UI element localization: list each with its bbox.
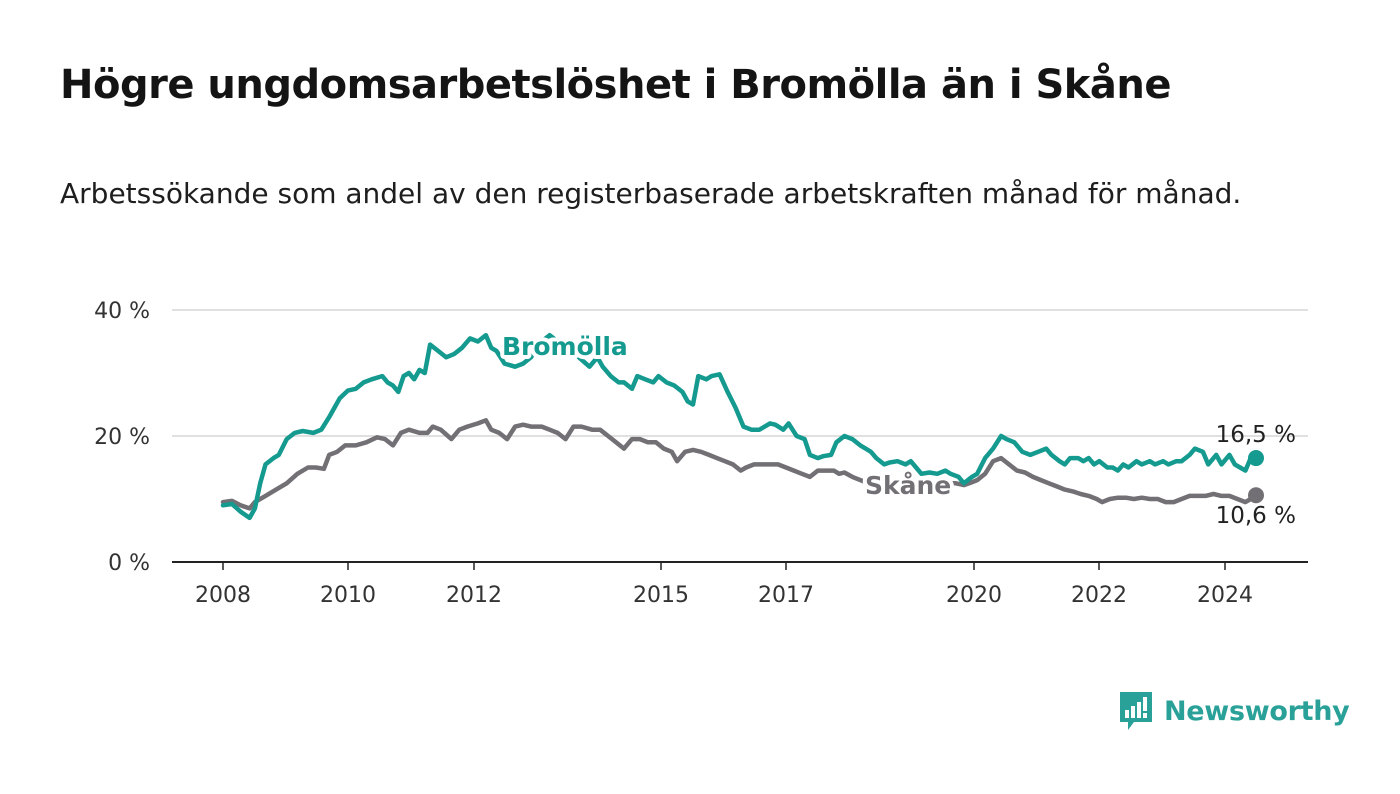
- x-tick-label: 2012: [446, 583, 502, 608]
- series-label-bromolla: Bromölla: [502, 332, 628, 361]
- newsworthy-bar-chart-icon: [1120, 692, 1152, 730]
- series-label-bromolla-halo: Bromölla: [502, 332, 628, 361]
- x-tick-label: 2015: [633, 583, 689, 608]
- x-tick-label: 2008: [195, 583, 251, 608]
- x-tick-label: 2024: [1197, 583, 1253, 608]
- chart-title: Högre ungdomsarbetslöshet i Bromölla än …: [60, 62, 1172, 108]
- x-tick-label: 2017: [758, 583, 814, 608]
- series-end-label: 16,5 %: [1216, 422, 1296, 448]
- series-label-skane-halo: Skåne: [865, 471, 951, 500]
- y-tick-label: 40 %: [94, 299, 150, 324]
- series-line-bromolla: [220, 332, 1259, 521]
- newsworthy-logo[interactable]: Newsworthy: [1118, 690, 1350, 732]
- y-tick-label: 20 %: [94, 425, 150, 450]
- series-end-point: [1248, 450, 1264, 467]
- series-label-skane: Skåne: [865, 471, 951, 500]
- logo-text: Newsworthy: [1164, 695, 1350, 727]
- x-tick-label: 2022: [1071, 583, 1127, 608]
- chart-subtitle: Arbetssökande som andel av den registerb…: [60, 177, 1242, 210]
- series-line-skane: [220, 418, 1259, 511]
- series-end-point: [1248, 487, 1264, 504]
- x-tick-label: 2010: [320, 583, 376, 608]
- y-tick-label: 0 %: [108, 551, 150, 576]
- x-tick-label: 2020: [946, 583, 1002, 608]
- series-end-label: 10,6 %: [1216, 503, 1296, 529]
